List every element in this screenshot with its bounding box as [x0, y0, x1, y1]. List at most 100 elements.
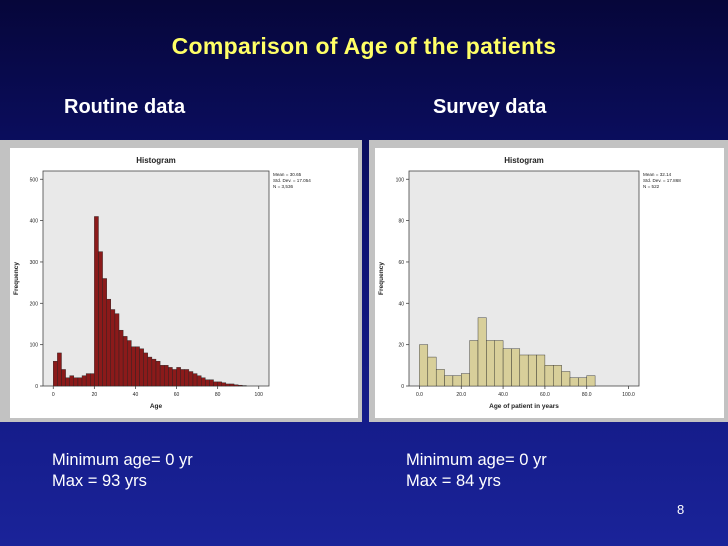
survey-histogram-chart: 0 20 40 60 80 100 0.0 20.0 40.0 60.0 80.0 100.0 Hist… [375, 148, 724, 418]
routine-bar [172, 369, 177, 387]
routine-bar [135, 346, 140, 387]
survey-bar [586, 375, 596, 387]
survey-stat-line: N = 522 [643, 184, 660, 189]
survey-data-heading: Survey data [433, 96, 547, 118]
routine-stat-line: Mean = 30.65 [273, 172, 302, 177]
survey-min-age: Minimum age= 0 yr [406, 451, 547, 469]
routine-y-tick-label: 400 [30, 219, 39, 225]
survey-x-tick-label: 60.0 [540, 392, 550, 398]
survey-x-tick-label: 40.0 [498, 392, 508, 398]
page-number: 8 [677, 502, 685, 517]
routine-bar [164, 365, 169, 387]
routine-data-heading: Routine data [64, 96, 186, 118]
routine-bar [106, 298, 112, 387]
survey-bar [461, 373, 470, 387]
survey-chart-title: Histogram [504, 156, 544, 165]
routine-stat-line: N = 3,536 [273, 184, 293, 189]
survey-histogram-panel: 0 20 40 60 80 100 0.0 20.0 40.0 60.0 80.0 100.0 Hist… [369, 140, 728, 422]
routine-bar [127, 340, 132, 387]
routine-bar [159, 365, 165, 387]
routine-bar [180, 369, 185, 387]
routine-histogram-panel: 0 100 200 300 400 500 0 20 40 60 80 100 Histogram Age… [0, 140, 362, 422]
survey-y-tick-label: 40 [398, 301, 404, 307]
routine-bar [110, 309, 116, 387]
survey-bar [494, 340, 504, 387]
survey-bar [527, 354, 537, 387]
survey-bar [486, 340, 495, 387]
survey-x-tick-label: 80.0 [582, 392, 592, 398]
routine-bar [217, 381, 222, 387]
survey-y-tick-label: 20 [398, 343, 404, 349]
routine-bar [184, 369, 190, 387]
survey-bar [502, 348, 512, 387]
routine-x-tick-label: 60 [174, 392, 180, 398]
routine-bar [139, 348, 144, 387]
routine-x-tick-label: 20 [92, 392, 98, 398]
routine-x-tick-label: 100 [255, 392, 264, 398]
routine-x-tick-label: 80 [215, 392, 221, 398]
survey-bar [469, 340, 479, 387]
survey-stat-line: Std. Dev. = 17.868 [643, 178, 681, 183]
routine-plot-area [42, 170, 270, 387]
routine-bar [57, 352, 62, 387]
survey-y-tick-label: 100 [396, 177, 405, 183]
survey-bar [477, 317, 487, 387]
survey-bar [452, 375, 462, 387]
routine-bar [77, 377, 83, 387]
routine-bar [131, 346, 136, 387]
routine-bar [61, 369, 66, 387]
routine-bar [221, 382, 227, 387]
routine-bar [118, 329, 124, 387]
routine-bar [233, 384, 239, 387]
survey-bar [444, 375, 454, 387]
routine-y-tick-label: 200 [30, 301, 39, 307]
routine-bar [69, 375, 75, 387]
routine-max-age: Max = 93 yrs [52, 472, 147, 490]
survey-y-axis-label: Frequency [378, 262, 385, 295]
routine-y-tick-label: 300 [30, 260, 39, 266]
routine-bar [237, 384, 243, 387]
routine-bar [85, 373, 91, 387]
survey-y-tick-label: 80 [398, 219, 404, 225]
routine-histogram-chart: 0 100 200 300 400 500 0 20 40 60 80 100 Histogram Age… [10, 148, 358, 418]
survey-y-tick-label: 60 [398, 260, 404, 266]
routine-bar [196, 375, 202, 387]
routine-bar [176, 367, 181, 387]
routine-bar [81, 375, 87, 387]
routine-bar [53, 360, 58, 387]
survey-bar [419, 344, 429, 387]
survey-x-tick-label: 20.0 [456, 392, 466, 398]
routine-bar [102, 278, 107, 387]
routine-bar [151, 358, 157, 387]
survey-stat-line: Mean = 32.14 [643, 172, 672, 177]
routine-y-tick-label: 100 [30, 343, 39, 349]
survey-bar [553, 365, 562, 387]
routine-bar [147, 356, 153, 387]
routine-x-tick-label: 40 [133, 392, 139, 398]
routine-bar [122, 336, 128, 387]
survey-x-tick-label: 100.0 [622, 392, 635, 398]
survey-bar [536, 354, 546, 387]
survey-bar [561, 371, 571, 387]
routine-bar [209, 379, 214, 387]
routine-bar [205, 379, 210, 387]
survey-x-axis-label: Age of patient in years [489, 403, 559, 410]
routine-bar [229, 383, 235, 387]
routine-bar [143, 352, 148, 387]
survey-bar [544, 365, 554, 387]
routine-data-notes: Minimum age= 0 yr Max = 93 yrs [52, 450, 193, 492]
survey-bar [569, 377, 579, 387]
routine-bar [188, 371, 194, 387]
routine-bar [200, 377, 206, 387]
survey-plot-area [408, 170, 640, 387]
routine-x-axis-label: Age [150, 403, 163, 410]
routine-bar [90, 373, 95, 387]
survey-x-tick-label: 0.0 [416, 392, 423, 398]
routine-bar [65, 377, 70, 387]
routine-bar [155, 360, 161, 387]
routine-stat-line: Std. Dev. = 17.054 [273, 178, 311, 183]
survey-bar [427, 356, 437, 387]
routine-bar [213, 381, 218, 387]
routine-y-tick-label: 500 [30, 177, 39, 183]
survey-bar [519, 354, 529, 387]
